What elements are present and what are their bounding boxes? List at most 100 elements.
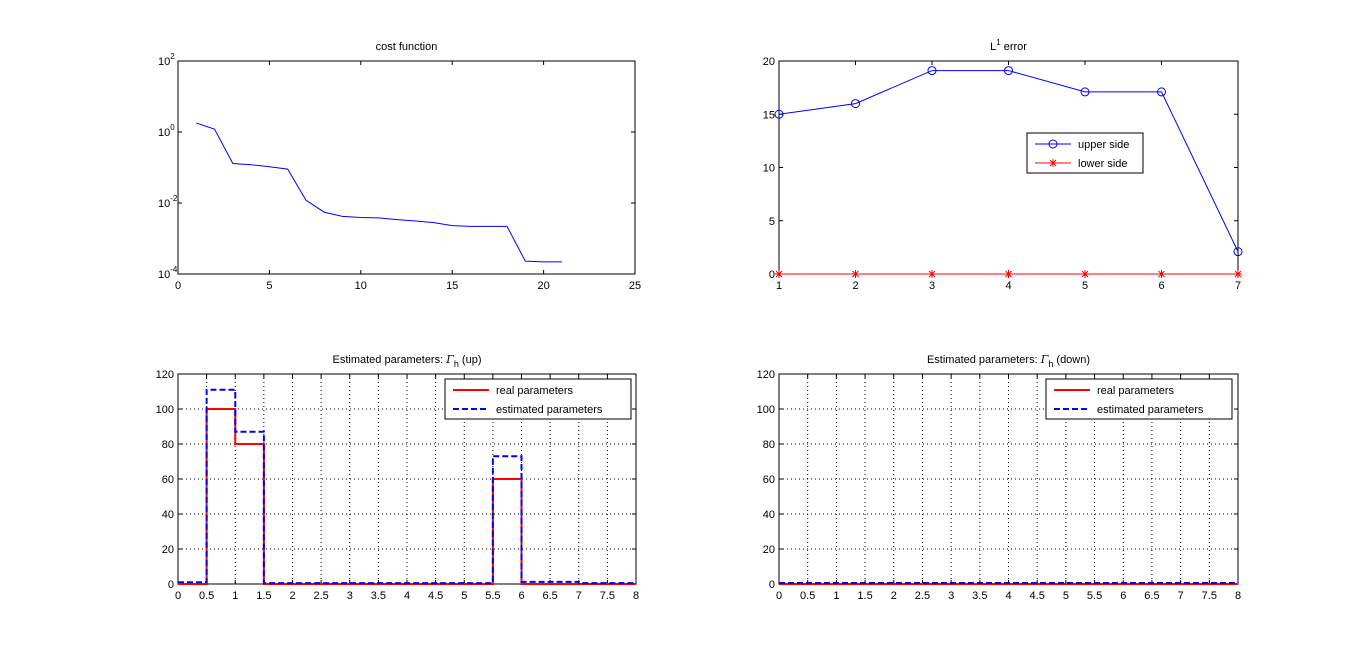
x-tick-label: 2.5 bbox=[313, 590, 328, 602]
chart-cost: cost function 0 5 10 15 20 25 10-4 10-2 100 102 bbox=[158, 41, 641, 292]
y-tick-label: 0 bbox=[769, 269, 775, 281]
legend-label: estimated parameters bbox=[496, 404, 603, 416]
x-tick-label: 15 bbox=[446, 280, 458, 292]
y-tick-label: 102 bbox=[158, 52, 175, 68]
chart-title: Estimated parameters: Γh (up) bbox=[333, 353, 482, 369]
x-tick-label: 20 bbox=[537, 280, 549, 292]
data-point bbox=[1157, 87, 1166, 97]
x-tick-label: 7 bbox=[1178, 590, 1184, 602]
y-tick-label: 100 bbox=[156, 404, 174, 416]
data-point bbox=[1049, 159, 1057, 167]
legend-label: lower side bbox=[1078, 158, 1128, 170]
data-point bbox=[1080, 87, 1090, 97]
y-tick-label: 40 bbox=[763, 509, 775, 521]
x-tick-label: 0 bbox=[175, 280, 181, 292]
x-tick-label: 1 bbox=[833, 590, 839, 602]
chart-title: L1 error bbox=[990, 38, 1027, 53]
y-tick-label: 120 bbox=[757, 369, 775, 381]
y-tick-label: 80 bbox=[763, 439, 775, 451]
data-point bbox=[775, 270, 783, 278]
y-tick-label: 20 bbox=[162, 544, 174, 556]
x-tick-label: 6 bbox=[1158, 280, 1164, 292]
x-tick-label: 5.5 bbox=[485, 590, 500, 602]
y-tick-label: 20 bbox=[763, 56, 775, 68]
x-tick-label: 6 bbox=[1120, 590, 1126, 602]
y-tick-label: 100 bbox=[158, 123, 175, 139]
x-tick-label: 5.5 bbox=[1087, 590, 1102, 602]
data-point bbox=[1004, 66, 1013, 76]
y-tick-label: 60 bbox=[162, 474, 174, 486]
x-tick-label: 7 bbox=[576, 590, 582, 602]
data-point bbox=[1048, 139, 1058, 149]
legend bbox=[1045, 378, 1233, 420]
x-tick-label: 2.5 bbox=[915, 590, 930, 602]
chart-title: cost function bbox=[376, 41, 438, 53]
chart-l1: L1 error 1 2 3 4 5 6 7 0 5 10 15 20 upper side lower s… bbox=[763, 38, 1243, 292]
y-tick-label: 40 bbox=[162, 509, 174, 521]
plot-area bbox=[778, 60, 1239, 275]
x-tick-label: 7.5 bbox=[600, 590, 615, 602]
x-tick-label: 4 bbox=[1005, 590, 1011, 602]
x-tick-label: 3 bbox=[929, 280, 935, 292]
data-point bbox=[851, 99, 860, 109]
x-tick-label: 2 bbox=[852, 280, 858, 292]
x-tick-label: 0.5 bbox=[800, 590, 815, 602]
x-tick-label: 3.5 bbox=[972, 590, 987, 602]
series-line-upper-side bbox=[779, 70, 1238, 252]
y-tick-label: 60 bbox=[763, 474, 775, 486]
x-tick-label: 5 bbox=[461, 590, 467, 602]
x-tick-label: 4.5 bbox=[1030, 590, 1045, 602]
y-tick-label: 100 bbox=[757, 404, 775, 416]
legend-label: real parameters bbox=[1097, 385, 1175, 397]
x-tick-label: 2 bbox=[289, 590, 295, 602]
data-point bbox=[927, 66, 937, 76]
series-line-cost bbox=[196, 122, 562, 263]
x-tick-label: 6.5 bbox=[1144, 590, 1159, 602]
y-tick-label: 0 bbox=[769, 579, 775, 591]
x-tick-label: 5 bbox=[1063, 590, 1069, 602]
x-tick-label: 0 bbox=[175, 590, 181, 602]
chart-down: Estimated parameters: Γh (down) 0 0.5 1 1.5 2… bbox=[757, 353, 1241, 602]
x-tick-label: 4 bbox=[1005, 280, 1011, 292]
x-tick-label: 1 bbox=[776, 280, 782, 292]
x-tick-label: 1.5 bbox=[857, 590, 872, 602]
x-tick-label: 3.5 bbox=[371, 590, 386, 602]
y-tick-label: 10-4 bbox=[158, 265, 178, 281]
data-point bbox=[851, 270, 860, 278]
data-point bbox=[1157, 270, 1166, 278]
x-tick-label: 10 bbox=[355, 280, 367, 292]
x-tick-label: 0.5 bbox=[199, 590, 214, 602]
x-tick-label: 4 bbox=[404, 590, 410, 602]
x-tick-label: 3 bbox=[347, 590, 353, 602]
x-tick-label: 5 bbox=[266, 280, 272, 292]
y-tick-label: 0 bbox=[168, 579, 174, 591]
chart-up: Estimated parameters: Γh (up) 0 0.5 1 1.5 2 2.… bbox=[156, 353, 639, 602]
data-point bbox=[1233, 247, 1243, 257]
legend-label: real parameters bbox=[496, 385, 574, 397]
x-tick-label: 5 bbox=[1082, 280, 1088, 292]
y-tick-label: 5 bbox=[769, 216, 775, 228]
series-line-estimated-parameters bbox=[178, 388, 636, 585]
x-tick-label: 8 bbox=[633, 590, 639, 602]
legend bbox=[444, 378, 632, 420]
x-tick-label: 25 bbox=[629, 280, 641, 292]
legend-label: estimated parameters bbox=[1097, 404, 1204, 416]
x-tick-label: 2 bbox=[891, 590, 897, 602]
data-point bbox=[928, 270, 936, 278]
x-tick-label: 7.5 bbox=[1202, 590, 1217, 602]
data-point bbox=[1234, 270, 1242, 278]
y-tick-label: 80 bbox=[162, 439, 174, 451]
legend-label: upper side bbox=[1078, 139, 1129, 151]
chart-title: Estimated parameters: Γh (down) bbox=[927, 353, 1090, 369]
x-tick-label: 6.5 bbox=[542, 590, 557, 602]
x-tick-label: 6 bbox=[518, 590, 524, 602]
x-tick-label: 1.5 bbox=[256, 590, 271, 602]
y-tick-label: 10 bbox=[763, 163, 775, 175]
x-tick-label: 1 bbox=[232, 590, 238, 602]
y-tick-label: 120 bbox=[156, 369, 174, 381]
x-tick-label: 0 bbox=[776, 590, 782, 602]
legend bbox=[1026, 132, 1144, 174]
y-tick-label: 20 bbox=[763, 544, 775, 556]
x-tick-label: 7 bbox=[1235, 280, 1241, 292]
